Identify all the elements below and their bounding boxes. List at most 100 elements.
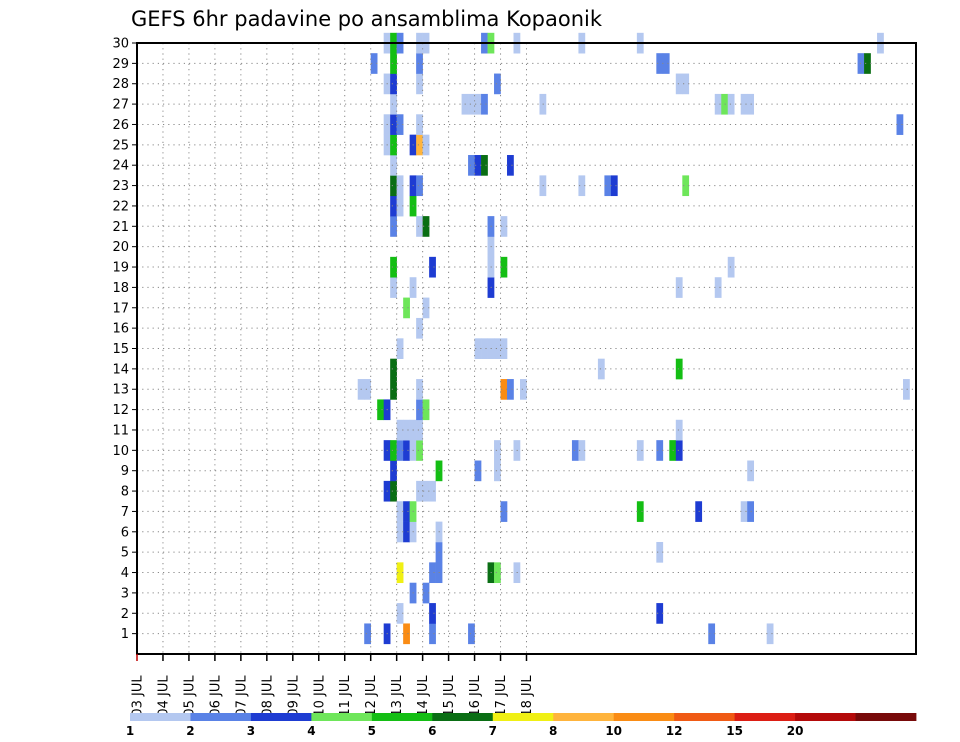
y-tick-label: 13 — [112, 383, 129, 398]
y-tick-label: 27 — [112, 98, 129, 113]
precip-cell — [416, 175, 423, 197]
colorbar-swatch — [795, 713, 856, 721]
precip-cell — [403, 440, 410, 461]
precip-cell — [500, 338, 508, 359]
x-tick-label: 16 JUL — [468, 675, 483, 717]
precip-cell — [494, 460, 501, 482]
precip-cell — [429, 480, 436, 502]
precip-cell — [390, 460, 397, 482]
precip-cell — [396, 114, 404, 135]
colorbar-label: 12 — [666, 724, 683, 738]
precip-cell — [429, 256, 436, 278]
precip-cell — [416, 440, 423, 461]
precip-cell — [390, 175, 397, 197]
precip-cell — [429, 562, 436, 584]
precip-cell — [390, 277, 397, 298]
y-tick-label: 18 — [112, 281, 129, 296]
precip-cell — [474, 338, 482, 359]
precip-cell — [390, 155, 397, 176]
precip-cell — [578, 175, 586, 197]
y-tick-label: 16 — [112, 322, 129, 337]
colorbar-label: 2 — [186, 724, 194, 738]
colorbar-label: 15 — [726, 724, 743, 738]
colorbar-swatch — [734, 713, 796, 721]
y-tick-label: 19 — [112, 261, 129, 276]
precip-cell — [416, 317, 423, 339]
precip-cell — [903, 379, 910, 400]
precip-cell — [396, 175, 404, 197]
precip-cell — [682, 175, 690, 197]
y-tick-label: 24 — [112, 159, 129, 174]
precip-cell — [396, 419, 404, 441]
precip-cell — [604, 175, 612, 197]
precip-cell — [675, 277, 683, 298]
y-tick-label: 3 — [121, 586, 129, 601]
x-axis: 03 JUL 04 JUL 05 JUL 06 JUL 07 JUL 08 JUL 09 J… — [131, 654, 535, 717]
precip-cell — [422, 582, 430, 604]
precip-cell — [571, 440, 579, 461]
precip-cell — [481, 155, 488, 176]
colorbar-swatch — [432, 713, 494, 721]
x-tick-label: 11 JUL — [338, 675, 353, 717]
precip-cell — [494, 338, 501, 359]
y-tick-label: 4 — [121, 566, 129, 581]
precip-cell — [416, 419, 423, 441]
y-tick-label: 21 — [112, 220, 129, 235]
precip-cell — [390, 53, 397, 74]
colorbar-label: 10 — [605, 724, 622, 738]
y-tick-label: 17 — [112, 301, 129, 316]
y-tick-label: 7 — [121, 505, 129, 520]
precip-cell — [396, 195, 404, 217]
x-tick-label: 10 JUL — [312, 675, 327, 717]
colorbar-label: 8 — [549, 724, 557, 738]
precip-cell — [675, 440, 683, 461]
precip-cell — [500, 379, 508, 400]
precip-cell — [416, 134, 423, 156]
precip-cell — [481, 93, 488, 115]
colorbar-swatch — [190, 713, 252, 721]
precip-cell — [708, 623, 716, 645]
y-tick-label: 6 — [121, 525, 129, 540]
x-tick-label: 17 JUL — [494, 675, 509, 717]
precip-cell — [520, 379, 527, 400]
colorbar-swatch — [492, 713, 554, 721]
precip-cell — [675, 73, 683, 95]
precip-cell — [468, 93, 475, 115]
precip-cell — [468, 155, 475, 176]
y-tick-label: 15 — [112, 342, 129, 357]
y-tick-label: 29 — [112, 57, 129, 72]
y-tick-label: 20 — [112, 240, 129, 255]
precip-cell — [474, 93, 482, 115]
y-tick-label: 14 — [112, 362, 129, 377]
colorbar-swatch — [371, 713, 433, 721]
y-tick-label: 28 — [112, 77, 129, 92]
precip-cell — [403, 521, 410, 543]
colorbar-swatch — [613, 713, 675, 721]
chart-title: GEFS 6hr padavine po ansamblima Kopaonik — [131, 7, 603, 31]
precip-cell — [390, 480, 397, 502]
colorbar-label: 4 — [307, 724, 315, 738]
precip-cell — [403, 419, 410, 441]
colorbar-swatch — [553, 713, 615, 721]
colorbar-label: 3 — [247, 724, 255, 738]
x-tick-label: 12 JUL — [364, 675, 379, 717]
precip-cell — [468, 623, 475, 645]
colorbar-swatch — [130, 713, 191, 721]
precip-cell — [396, 562, 404, 584]
precip-cell — [422, 480, 430, 502]
precip-cell — [416, 399, 423, 421]
y-tick-label: 12 — [112, 403, 129, 418]
x-tick-label: 07 JUL — [234, 675, 249, 717]
precip-cell — [403, 297, 410, 319]
colorbar-swatch — [855, 713, 917, 721]
precip-cell — [396, 603, 404, 624]
precip-cell — [390, 93, 397, 115]
precip-cell — [597, 358, 605, 380]
precip-cell — [500, 216, 508, 237]
precip-cell — [364, 623, 371, 645]
x-tick-label: 03 JUL — [131, 675, 146, 717]
precip-cell — [422, 399, 430, 421]
colorbar-label: 1 — [126, 724, 134, 738]
precip-cell — [740, 93, 748, 115]
